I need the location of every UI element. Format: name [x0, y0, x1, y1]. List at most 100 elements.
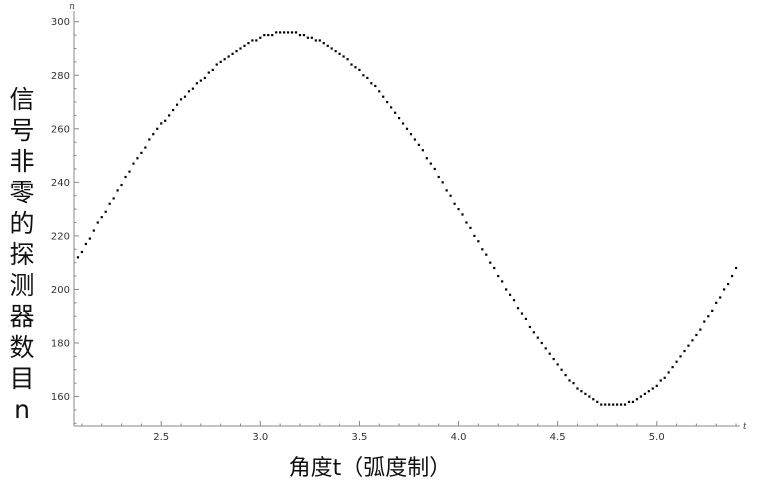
data-point	[263, 33, 266, 37]
data-point	[453, 202, 456, 205]
data-point	[532, 331, 535, 334]
data-point	[520, 312, 524, 315]
data-point	[421, 149, 424, 152]
y-tick-label: 300	[51, 17, 70, 28]
data-point	[148, 138, 151, 141]
data-point	[128, 170, 131, 173]
data-point	[727, 282, 730, 286]
data-point	[592, 398, 595, 401]
data-point	[429, 162, 432, 165]
y-tick-label: 220	[51, 231, 70, 242]
data-point	[168, 114, 171, 117]
data-point	[298, 33, 302, 37]
data-point	[564, 374, 567, 377]
data-point	[699, 328, 702, 331]
data-point	[691, 339, 694, 342]
data-point	[469, 226, 472, 229]
data-point	[528, 325, 531, 329]
data-point	[259, 36, 262, 39]
data-point	[627, 400, 631, 404]
data-point	[255, 39, 258, 42]
data-point	[707, 315, 710, 318]
data-point	[683, 349, 686, 353]
data-point	[659, 379, 662, 382]
data-point	[548, 352, 551, 355]
x-tick-label: 5.0	[649, 432, 665, 443]
data-points	[76, 31, 738, 406]
data-point	[235, 50, 238, 53]
data-point	[540, 341, 543, 345]
data-point	[144, 146, 147, 149]
data-point	[306, 36, 309, 39]
data-point	[663, 376, 666, 379]
data-point	[461, 213, 464, 216]
data-point	[568, 379, 571, 382]
data-point	[497, 274, 500, 278]
data-point	[310, 36, 313, 39]
data-point	[152, 133, 155, 136]
data-point	[405, 127, 409, 130]
data-point	[378, 90, 381, 93]
data-point	[136, 157, 139, 160]
data-point	[96, 221, 99, 224]
data-point	[604, 403, 607, 406]
data-point	[675, 360, 678, 363]
data-point	[493, 266, 496, 270]
data-point	[140, 151, 143, 155]
data-point	[560, 368, 563, 371]
chart-axes: 2.5 3.0 3.5 4.0 4.5 5.0 160 180 200 220 240 260 280 3…	[51, 2, 747, 443]
data-point	[386, 100, 389, 104]
data-point	[219, 60, 222, 63]
data-point	[156, 127, 159, 130]
data-point	[342, 55, 345, 58]
data-point	[124, 175, 127, 179]
y-axis-label: 信号非零的探测器数目n	[9, 85, 35, 424]
data-point	[104, 210, 107, 213]
data-point	[647, 390, 650, 393]
data-point	[199, 79, 202, 82]
data-point	[608, 403, 611, 406]
data-point	[711, 309, 714, 312]
data-point	[207, 71, 210, 74]
data-point	[112, 197, 115, 200]
data-point	[413, 138, 417, 141]
x-axis-label: 角度t（弧度制）	[288, 456, 452, 481]
data-point	[524, 317, 528, 321]
data-point	[600, 403, 603, 406]
data-point	[397, 116, 401, 120]
data-point	[425, 157, 428, 160]
data-point	[437, 175, 440, 179]
data-point	[191, 87, 195, 90]
data-point	[588, 395, 591, 398]
data-point	[227, 55, 230, 58]
data-point	[267, 33, 270, 37]
y-tick-label: 180	[51, 339, 70, 350]
data-point	[330, 47, 333, 50]
data-point	[441, 181, 444, 184]
data-point	[612, 403, 615, 406]
data-point	[596, 400, 599, 404]
data-point	[715, 301, 718, 304]
y-axis-variable: n	[69, 2, 75, 12]
data-point	[283, 31, 286, 34]
data-point	[84, 242, 87, 246]
data-point	[211, 68, 214, 72]
data-point	[687, 344, 690, 347]
data-point	[247, 42, 250, 45]
data-point	[719, 296, 722, 299]
data-point	[350, 63, 353, 66]
data-point	[239, 47, 242, 50]
data-point	[667, 371, 670, 374]
data-point	[489, 261, 492, 264]
data-point	[485, 253, 488, 256]
data-point	[643, 392, 646, 395]
data-point	[623, 403, 627, 406]
data-point	[286, 31, 290, 34]
data-point	[449, 194, 452, 197]
data-point	[346, 58, 349, 61]
data-point	[382, 95, 385, 98]
data-point	[401, 122, 405, 125]
y-tick-label: 240	[51, 178, 70, 189]
data-point	[394, 111, 397, 114]
